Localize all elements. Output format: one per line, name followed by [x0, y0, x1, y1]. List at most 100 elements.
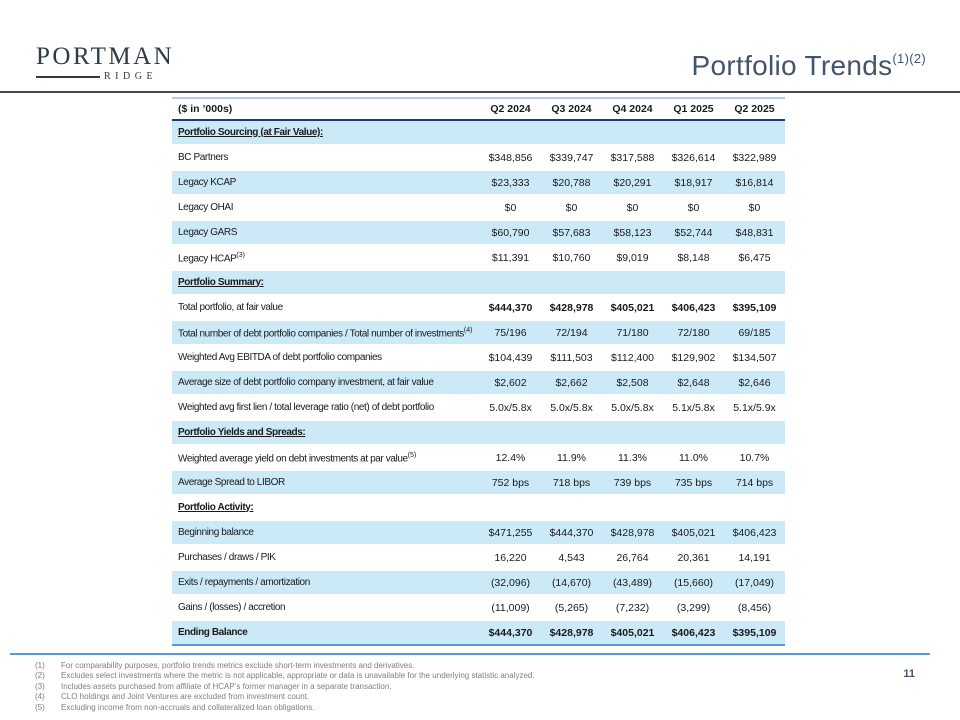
- cell-value: $428,978: [610, 526, 655, 539]
- table-row: Purchases / draws / PIK 16,220 4,543 26,764…: [172, 546, 785, 571]
- cell-value: $10,760: [552, 251, 591, 264]
- row-label: Weighted average yield on debt investmen…: [178, 451, 417, 465]
- footnote-text: Includes assets purchased from affiliate…: [61, 681, 392, 691]
- footnote-text: Excludes select investments where the me…: [61, 671, 535, 681]
- logo-secondary-text: RIDGE: [104, 71, 158, 82]
- cell-value: (43,489): [612, 576, 653, 589]
- cell-value: $2,646: [738, 376, 771, 389]
- column-header: Q1 2025: [673, 103, 714, 115]
- cell-value: $444,370: [488, 301, 533, 314]
- portman-ridge-logo: PORTMAN RIDGE: [36, 44, 174, 82]
- cell-value: $444,370: [488, 626, 533, 639]
- cell-value: 5.0x/5.8x: [611, 401, 654, 414]
- footnote: (4) CLO holdings and Joint Ventures are e…: [35, 692, 535, 702]
- cell-value: $339,747: [549, 151, 594, 164]
- table-row: Beginning balance $471,255 $444,370 $428,97…: [172, 521, 785, 546]
- table-row: Gains / (losses) / accretion (11,009) (5,2…: [172, 596, 785, 621]
- footnotes-list: (1) For comparability purposes, portfolio…: [35, 661, 535, 713]
- footnote-marker: (4): [35, 692, 45, 702]
- footnote-marker: (5): [35, 702, 45, 712]
- row-label: Purchases / draws / PIK: [178, 551, 276, 563]
- cell-value: (7,232): [615, 601, 650, 614]
- row-label: Exits / repayments / amortization: [178, 576, 310, 588]
- cell-value: $471,255: [488, 526, 533, 539]
- cell-value: $58,123: [613, 226, 652, 239]
- cell-value: $112,400: [610, 351, 654, 364]
- row-label: BC Partners: [178, 151, 229, 163]
- cell-value: 11.0%: [679, 451, 708, 464]
- cell-value: $0: [687, 201, 700, 214]
- cell-value: 20,361: [677, 551, 710, 564]
- section-header-row: Portfolio Yields and Spreads:: [172, 421, 785, 446]
- row-label: Portfolio Activity:: [178, 501, 254, 513]
- page-title-text: Portfolio Trends: [691, 50, 893, 81]
- cell-value: $104,439: [488, 351, 533, 364]
- units-label: ($ in ’000s): [178, 103, 233, 115]
- cell-value: $0: [565, 201, 578, 214]
- cell-value: $428,978: [549, 626, 594, 639]
- cell-value: $134,507: [732, 351, 777, 364]
- table-body: Portfolio Sourcing (at Fair Value): BC Pa…: [172, 121, 785, 646]
- cell-value: $317,588: [610, 151, 655, 164]
- row-label: Weighted avg first lien / total leverage…: [178, 401, 434, 413]
- cell-value: $395,109: [732, 301, 777, 314]
- cell-value: 739 bps: [613, 476, 652, 489]
- cell-value: $0: [504, 201, 517, 214]
- footer-divider-rule: [10, 653, 930, 655]
- cell-value: $111,503: [550, 351, 593, 364]
- header-divider-rule: [0, 91, 960, 93]
- footnote: (3) Includes assets purchased from affili…: [35, 682, 535, 692]
- footnote-marker: (3): [35, 681, 45, 691]
- cell-value: 735 bps: [674, 476, 713, 489]
- cell-value: 72/180: [677, 326, 710, 339]
- cell-value: $406,423: [671, 301, 716, 314]
- cell-value: 5.1x/5.9x: [733, 401, 776, 414]
- cell-value: (14,670): [551, 576, 592, 589]
- row-label: Ending Balance: [178, 626, 248, 638]
- section-header-row: Portfolio Activity:: [172, 496, 785, 521]
- cell-value: $9,019: [616, 251, 649, 264]
- portfolio-trends-table: ($ in ’000s) Q2 2024 Q3 2024 Q4 2024 Q1 …: [172, 97, 785, 646]
- row-label: Weighted Avg EBITDA of debt portfolio co…: [178, 351, 382, 363]
- footnote-text: Excluding income from non-accruals and c…: [61, 702, 315, 712]
- cell-value: 75/196: [494, 326, 527, 339]
- cell-value: $2,508: [616, 376, 649, 389]
- cell-value: $11,391: [491, 251, 530, 264]
- footnote: (5) Excluding income from non-accruals an…: [35, 703, 535, 713]
- cell-value: $57,683: [552, 226, 591, 239]
- table-row: Total portfolio, at fair value $444,370 $4…: [172, 296, 785, 321]
- cell-value: 714 bps: [735, 476, 774, 489]
- column-header: Q4 2024: [612, 103, 653, 115]
- logo-divider-line: [36, 75, 100, 78]
- cell-value: $52,744: [674, 226, 713, 239]
- row-label: Gains / (losses) / accretion: [178, 601, 286, 613]
- cell-value: 14,191: [738, 551, 771, 564]
- cell-value: 16,220: [494, 551, 527, 564]
- cell-value: $2,602: [494, 376, 527, 389]
- section-header-row: Portfolio Summary:: [172, 271, 785, 296]
- row-label: Total portfolio, at fair value: [178, 301, 283, 313]
- table-row: BC Partners $348,856 $339,747 $317,588 $326,…: [172, 146, 785, 171]
- cell-value: 26,764: [616, 551, 649, 564]
- cell-value: $2,648: [677, 376, 710, 389]
- cell-value: (17,049): [734, 576, 775, 589]
- table-row: Average size of debt portfolio company i…: [172, 371, 785, 396]
- table-row: Weighted Avg EBITDA of debt portfolio co…: [172, 346, 785, 371]
- logo-primary-text: PORTMAN: [36, 43, 175, 70]
- page-title-footnote-refs: (1)(2): [892, 50, 926, 66]
- table-row: Legacy HCAP(3) $11,391 $10,760 $9,019 $8,148…: [172, 246, 785, 271]
- row-label: Legacy OHAI: [178, 201, 234, 213]
- footnote-marker: (2): [35, 671, 45, 681]
- row-label: Legacy GARS: [178, 226, 237, 238]
- cell-value: 11.3%: [618, 451, 647, 464]
- cell-value: $60,790: [491, 226, 530, 239]
- footnote: (2) Excludes select investments where the…: [35, 671, 535, 681]
- cell-value: $23,333: [491, 176, 530, 189]
- cell-value: 718 bps: [552, 476, 591, 489]
- section-header-row: Portfolio Sourcing (at Fair Value):: [172, 121, 785, 146]
- table-row: Legacy GARS $60,790 $57,683 $58,123 $52,744 $…: [172, 221, 785, 246]
- column-header: Q2 2025: [734, 103, 775, 115]
- cell-value: 69/185: [738, 326, 771, 339]
- cell-value: 11.9%: [557, 451, 586, 464]
